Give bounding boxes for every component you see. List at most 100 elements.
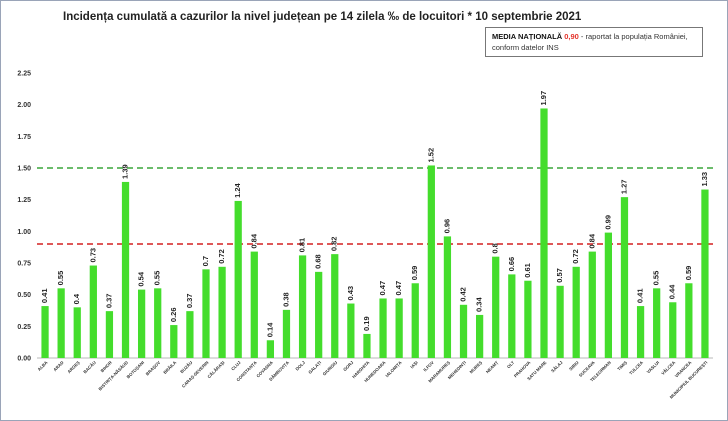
bar [186, 311, 194, 358]
bar [459, 304, 468, 358]
bar [556, 285, 564, 358]
bar [41, 306, 49, 358]
value-label: 0.68 [314, 254, 323, 269]
value-label: 0.84 [587, 233, 596, 248]
value-label: 0.38 [281, 292, 290, 307]
value-label: 1.52 [426, 148, 435, 163]
bar [57, 288, 65, 358]
bar [588, 251, 596, 358]
category-label: CLUJ [230, 360, 242, 372]
value-label: 0.55 [652, 271, 661, 286]
value-label: 0.47 [378, 281, 387, 296]
value-label: 0.72 [571, 249, 580, 264]
bar [105, 311, 114, 358]
bar [443, 236, 452, 358]
value-label: 0.81 [298, 238, 307, 253]
value-label: 0.55 [56, 271, 65, 286]
bar [331, 254, 339, 358]
y-tick-label: 1.25 [17, 197, 31, 204]
bar [669, 302, 677, 358]
value-label: 0.82 [330, 237, 339, 252]
bar [540, 108, 548, 358]
bar [492, 256, 500, 358]
category-label: BISTRIȚA-NĂSĂUD [97, 360, 129, 392]
bar [266, 340, 275, 358]
category-label: CĂLĂRAȘI [206, 360, 225, 379]
category-label: BRĂILA [162, 360, 177, 375]
bar [475, 314, 484, 358]
value-label: 0.19 [362, 316, 371, 331]
bar [218, 266, 226, 358]
y-tick-label: 1.50 [17, 166, 31, 173]
bar [137, 289, 146, 358]
bars [41, 108, 709, 358]
value-label: 0.34 [475, 297, 484, 312]
bar [298, 255, 307, 358]
value-labels: 0.41 0.55 0.4 0.73 0.37 1.39 0.54 0.55 0.26 0.37 0… [40, 91, 709, 337]
value-label: 1.24 [233, 183, 242, 198]
value-label: 1.27 [619, 180, 628, 195]
category-labels: ALBA ARAD ARGEȘ BACĂU BIHORBISTRIȚA-NĂSĂUDBO… [37, 359, 709, 399]
value-label: 0.7 [201, 256, 210, 266]
bar [604, 232, 613, 358]
bar [701, 189, 709, 358]
bar [154, 288, 162, 358]
category-label: ALBA [37, 360, 49, 372]
note-value: 0,90 [564, 32, 579, 41]
y-tick-label: 2.00 [17, 102, 31, 109]
bar [395, 298, 403, 358]
value-label: 1.97 [539, 91, 548, 106]
value-label: 0.47 [394, 281, 403, 296]
category-label: MUREȘ [469, 360, 484, 375]
category-label: BUZĂU [179, 360, 193, 374]
value-label: 0.44 [668, 284, 677, 299]
value-label: 1.33 [700, 172, 709, 187]
y-axis: 0.00 0.25 0.50 0.75 1.00 1.25 1.50 1.75 2.00 2.25 [17, 71, 713, 363]
category-label: GALAȚI [307, 360, 322, 375]
value-label: 0.99 [603, 215, 612, 230]
value-label: 0.41 [636, 288, 645, 303]
bar [379, 298, 387, 358]
value-label: 0.66 [507, 257, 516, 272]
bar [524, 280, 532, 358]
reference-lines [37, 167, 713, 245]
category-label: NEAMȚ [485, 360, 500, 375]
category-label: TIMIȘ [616, 360, 628, 372]
value-label: 0.54 [137, 271, 146, 286]
bar [121, 181, 130, 358]
value-label: 0.59 [684, 266, 693, 281]
bar [363, 333, 371, 358]
category-label: SIBIU [568, 360, 580, 372]
value-label: 0.72 [217, 249, 226, 264]
y-tick-label: 0.25 [17, 324, 31, 331]
bar [73, 307, 81, 358]
y-tick-label: 0.75 [17, 261, 31, 268]
bar [89, 265, 97, 358]
value-label: 0.37 [185, 294, 194, 309]
y-tick-label: 0.00 [17, 356, 31, 363]
category-label: VASLUI [646, 360, 660, 374]
bar [170, 325, 178, 358]
value-label: 0.55 [153, 271, 162, 286]
y-tick-label: 1.75 [17, 134, 31, 141]
value-label: 0.96 [442, 219, 451, 234]
category-label: ILFOV [422, 360, 435, 373]
bar [282, 309, 291, 358]
value-label: 0.41 [40, 288, 49, 303]
bar [508, 274, 516, 358]
category-label: GIURGIU [322, 360, 339, 377]
category-label: BOTOȘANI [126, 360, 146, 380]
bar [315, 271, 323, 358]
category-label: DOLJ [294, 360, 306, 372]
value-label: 0.37 [104, 294, 113, 309]
value-label: 0.57 [555, 268, 564, 283]
national-average-note: MEDIA NAȚIONALĂ 0,90 - raportat la popul… [485, 27, 703, 57]
category-label: BIHOR [100, 359, 114, 373]
bar [202, 269, 210, 358]
y-tick-label: 2.25 [17, 71, 31, 78]
y-tick-label: 1.00 [17, 229, 31, 236]
category-label: ARAD [52, 360, 64, 372]
chart-title: Incidența cumulată a cazurilor la nivel … [63, 11, 582, 23]
